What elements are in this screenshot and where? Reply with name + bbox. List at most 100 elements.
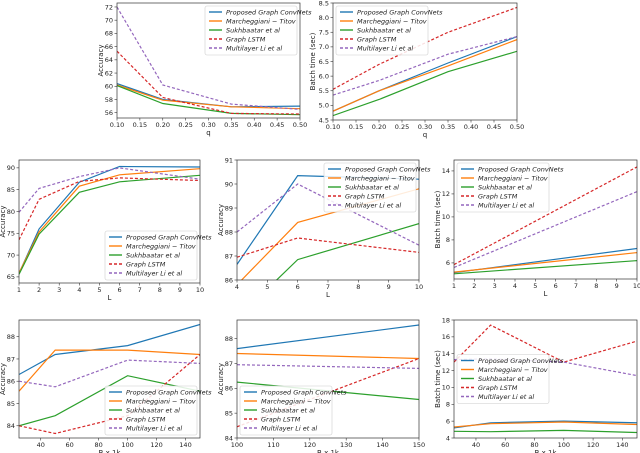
y-tick-label: 84 xyxy=(225,434,233,442)
subplot-1: 0.10 0.15 0.20 0.25 0.30 0.35 0.40 0.45 0.50 56 58… xyxy=(97,2,312,137)
legend-label: Marcheggiani − Titov xyxy=(345,174,415,182)
x-tick-label: 9 xyxy=(387,283,391,291)
series-line-3 xyxy=(454,260,637,275)
y-tick-label: 12 xyxy=(442,190,450,198)
series-line-4 xyxy=(454,324,637,363)
x-tick-label: 140 xyxy=(179,441,191,449)
legend-label: Graph LSTM xyxy=(126,260,166,268)
series-line-3 xyxy=(19,375,200,427)
legend-label: Proposed Graph ConvNets xyxy=(261,388,347,396)
x-tick-label: 5 xyxy=(97,286,101,294)
series-line-4 xyxy=(19,177,200,241)
legend-label: Proposed Graph ConvNets xyxy=(478,357,564,365)
y-tick-label: 8.5 xyxy=(319,0,329,7)
y-axis-label: Accuracy xyxy=(0,363,7,395)
x-axis-label: B x 1k xyxy=(99,449,122,453)
y-tick-label: 91 xyxy=(225,156,233,164)
legend-box xyxy=(323,162,417,213)
legend-label: Graph LSTM xyxy=(226,35,266,43)
y-axis-label: Accuracy xyxy=(217,363,225,395)
y-tick-label: 10 xyxy=(442,213,450,221)
axes-frame xyxy=(453,159,638,280)
x-axis-label: L xyxy=(326,291,330,299)
legend-label: Multilayer Li et al xyxy=(357,44,413,52)
legend-label: Multilayer Li et al xyxy=(478,201,534,209)
y-tick-label: 66 xyxy=(105,43,113,51)
y-axis-label: Batch time (sec) xyxy=(309,32,317,90)
series-line-1 xyxy=(117,83,300,108)
x-tick-label: 6 xyxy=(554,282,558,290)
x-tick-label: 8 xyxy=(594,282,598,290)
y-tick-label: 70 xyxy=(105,16,113,24)
series-line-5 xyxy=(333,36,517,96)
series-line-5 xyxy=(19,167,200,213)
series-line-5 xyxy=(237,364,419,369)
series-line-5 xyxy=(454,358,637,377)
x-tick-label: 120 xyxy=(150,441,162,449)
axes-frame xyxy=(453,319,638,439)
x-tick-label: 0.30 xyxy=(201,121,215,129)
legend-box xyxy=(456,354,550,404)
legend-label: Multilayer Li et al xyxy=(226,44,282,52)
y-tick-label: 18 xyxy=(442,316,450,324)
x-tick-label: 140 xyxy=(376,441,388,449)
series-line-2 xyxy=(333,39,517,112)
x-tick-label: 100 xyxy=(121,441,133,449)
y-tick-label: 8 xyxy=(446,401,450,409)
y-tick-label: 90 xyxy=(7,164,15,172)
legend-label: Sukhbaatar et al xyxy=(126,251,180,259)
subplot-8: 40 60 80 100 120 140 4 6 8 10 12 14 16 18 B x 1k Batch … xyxy=(434,316,638,453)
legend-label: Marcheggiani − Titov xyxy=(226,17,296,25)
y-tick-label: 86 xyxy=(225,385,233,393)
y-tick-label: 85 xyxy=(225,409,233,417)
x-tick-label: 80 xyxy=(530,441,538,449)
y-tick-label: 65 xyxy=(7,273,15,281)
y-tick-label: 14 xyxy=(442,350,450,358)
y-tick-label: 90 xyxy=(225,180,233,188)
x-tick-label: 3 xyxy=(57,286,61,294)
subplot-7: 100 110 120 130 140 150 84 85 86 87 88 B x 1k Accura… xyxy=(217,319,425,453)
series-line-1 xyxy=(237,324,419,350)
x-tick-label: 3 xyxy=(493,282,497,290)
y-tick-label: 64 xyxy=(105,56,113,64)
y-tick-label: 62 xyxy=(105,69,113,77)
y-tick-label: 60 xyxy=(105,83,113,91)
x-axis-label: q xyxy=(206,129,210,137)
legend-label: Graph LSTM xyxy=(357,35,397,43)
x-tick-label: 5 xyxy=(533,282,537,290)
series-line-4 xyxy=(454,166,637,266)
y-tick-label: 84 xyxy=(7,422,15,430)
x-tick-label: 1 xyxy=(452,282,456,290)
y-tick-label: 7.0 xyxy=(319,43,329,51)
legend-label: Graph LSTM xyxy=(261,415,301,423)
y-tick-label: 58 xyxy=(105,96,113,104)
legend-label: Proposed Graph ConvNets xyxy=(357,8,443,16)
y-tick-label: 68 xyxy=(105,30,113,38)
legend-label: Sukhbaatar et al xyxy=(478,183,532,191)
legend-label: Sukhbaatar et al xyxy=(261,406,315,414)
legend-box xyxy=(239,385,333,436)
legend-label: Proposed Graph ConvNets xyxy=(345,165,431,173)
axes-frame xyxy=(18,319,201,439)
y-tick-label: 70 xyxy=(7,251,15,259)
y-tick-label: 4 xyxy=(446,434,450,442)
series-line-1 xyxy=(19,165,200,274)
series-line-2 xyxy=(19,349,200,392)
y-tick-label: 6 xyxy=(446,259,450,267)
y-tick-label: 5.0 xyxy=(319,102,329,110)
legend-label: Sukhbaatar et al xyxy=(126,406,180,414)
x-tick-label: 0.30 xyxy=(418,123,432,131)
x-tick-label: 2 xyxy=(472,282,476,290)
y-tick-label: 88 xyxy=(7,333,15,341)
y-tick-label: 85 xyxy=(7,400,15,408)
x-tick-label: 0.50 xyxy=(510,123,524,131)
x-tick-label: 0.25 xyxy=(395,123,409,131)
legend-label: Graph LSTM xyxy=(478,192,518,200)
axes-frame xyxy=(18,159,201,284)
legend-label: Multilayer Li et al xyxy=(126,424,182,432)
